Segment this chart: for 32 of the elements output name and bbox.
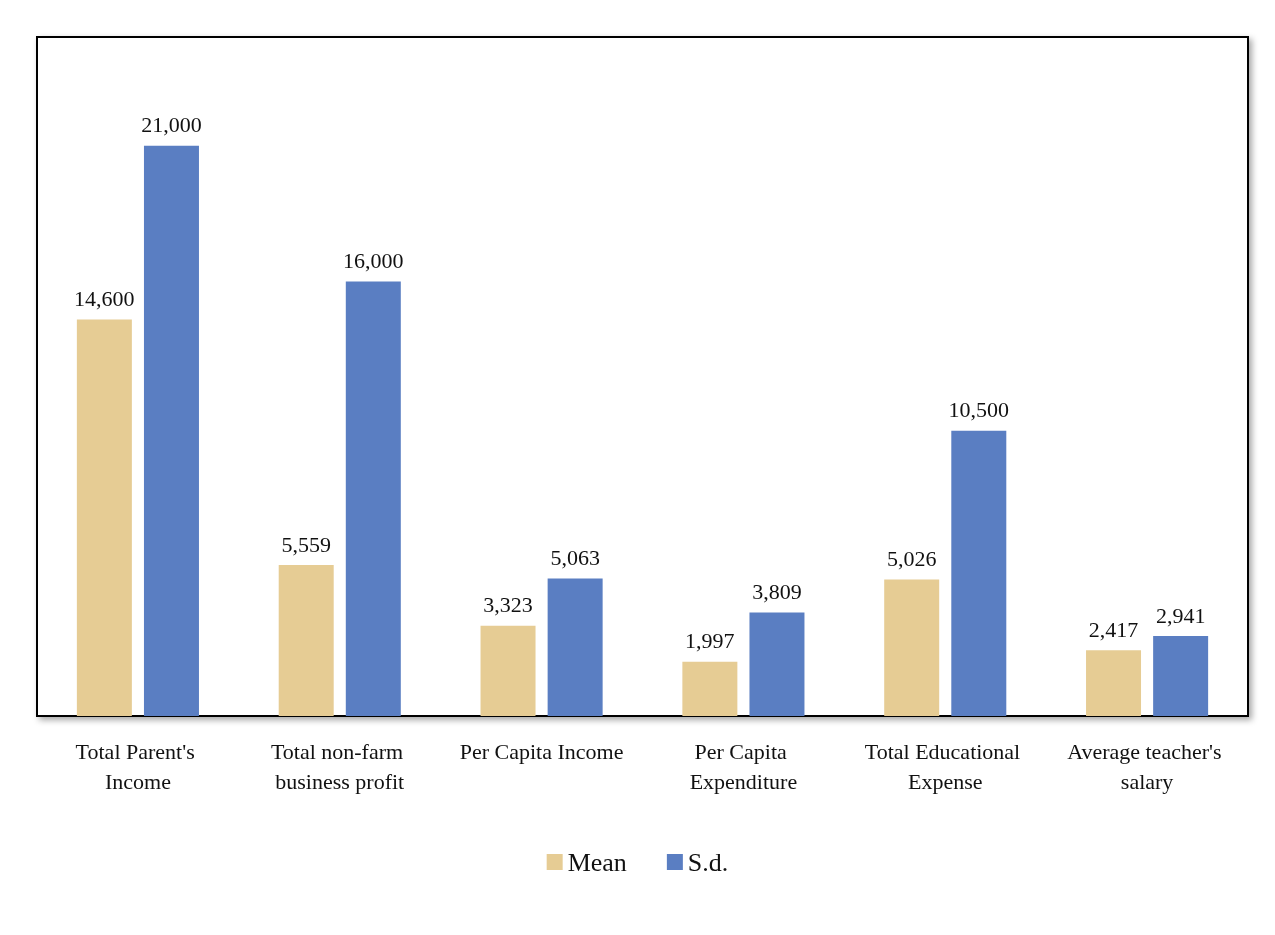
bar xyxy=(480,625,536,716)
x-tick-label: Per Capita Expenditure xyxy=(689,738,798,794)
x-tick-label: Average teacher's salary xyxy=(1067,738,1228,794)
bar xyxy=(951,430,1007,716)
bar xyxy=(345,281,401,716)
x-tick-label: Total Educational Expense xyxy=(864,738,1026,794)
bar xyxy=(1086,650,1142,716)
x-tick-label: Per Capita Income xyxy=(459,738,624,764)
data-label: 10,500 xyxy=(948,397,1010,423)
bar xyxy=(278,565,334,716)
data-label: 21,000 xyxy=(141,112,202,138)
data-label: 2,941 xyxy=(1155,602,1206,628)
bar xyxy=(884,579,940,716)
data-label: 14,600 xyxy=(74,285,135,311)
data-label: 3,809 xyxy=(752,579,802,605)
bar xyxy=(143,145,199,716)
bar xyxy=(76,319,132,716)
legend-label: Mean xyxy=(567,847,627,877)
data-label: 16,000 xyxy=(343,247,404,273)
bar xyxy=(749,612,805,716)
x-tick-label: Total non-farm business profit xyxy=(270,738,409,794)
data-label: 3,323 xyxy=(483,592,533,618)
data-label: 5,559 xyxy=(281,531,331,557)
bar xyxy=(1153,636,1209,716)
bar xyxy=(547,578,603,716)
data-label: 5,026 xyxy=(886,545,937,571)
legend-label: S.d. xyxy=(687,847,729,877)
data-label: 2,417 xyxy=(1088,616,1139,642)
data-label: 5,063 xyxy=(550,544,600,570)
bar xyxy=(682,661,738,716)
x-tick-label: Total Parent's Income xyxy=(75,738,201,794)
data-label: 1,997 xyxy=(685,628,735,654)
